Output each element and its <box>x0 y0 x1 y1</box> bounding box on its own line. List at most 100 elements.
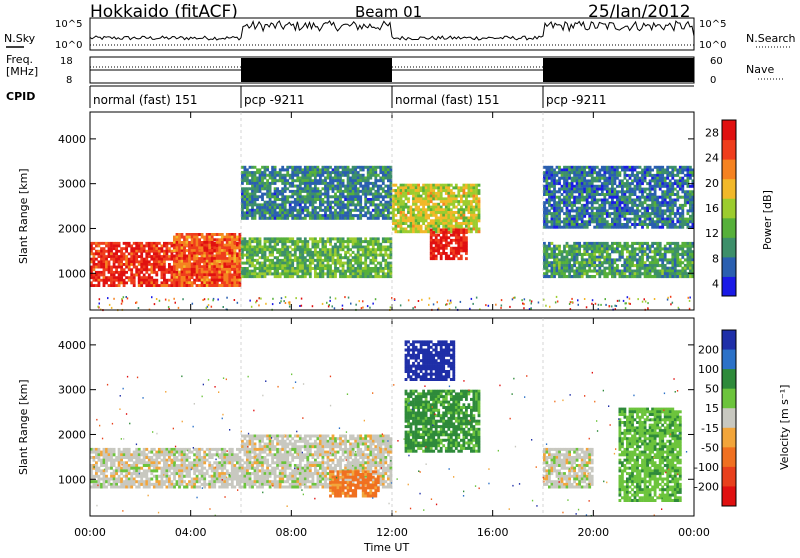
power-cell-7 <box>616 171 619 174</box>
power-cell-2 <box>296 262 299 265</box>
power-cell-6 <box>626 275 629 278</box>
power-cell-1 <box>216 276 219 279</box>
power-cell-3 <box>246 203 249 206</box>
power-cell-3 <box>251 187 254 190</box>
power-cell-0 <box>236 274 239 277</box>
power-cell-3 <box>334 203 337 206</box>
power-cell-0 <box>105 276 108 279</box>
power-cell-3 <box>299 217 302 220</box>
power-cell-6 <box>614 247 617 250</box>
power-cell-7 <box>571 215 574 218</box>
power-cell-2 <box>319 256 322 259</box>
power-cell-0 <box>108 260 111 263</box>
power-cell-4 <box>430 186 433 189</box>
power-cell-7 <box>591 196 594 199</box>
power-cell-4 <box>468 206 471 209</box>
power-cell-3 <box>269 182 272 185</box>
power-cell-5 <box>445 255 448 258</box>
power-cell-3 <box>384 174 387 177</box>
power-cell-3 <box>324 206 327 209</box>
power-cell-6 <box>543 275 546 278</box>
power-cell-3 <box>349 198 352 201</box>
power-cell-2 <box>344 262 347 265</box>
power-cell-4 <box>427 222 430 225</box>
power-cell-2 <box>382 246 385 249</box>
power-cell-0 <box>148 245 151 248</box>
power-cell-6 <box>669 270 672 273</box>
power-cell-6 <box>631 264 634 267</box>
power-cell-0 <box>115 258 118 261</box>
power-cell-2 <box>312 237 315 240</box>
power-cell-7 <box>606 171 609 174</box>
power-cell-3 <box>387 187 390 190</box>
power-cell-2 <box>359 254 362 257</box>
power-cell-6 <box>591 245 594 248</box>
power-cell-2 <box>319 267 322 270</box>
power-cell-0 <box>118 255 121 258</box>
power-cell-7 <box>573 215 576 218</box>
power-cell-3 <box>241 193 244 196</box>
power-cell-4 <box>415 217 418 220</box>
power-cell-6 <box>581 258 584 261</box>
power-cell-6 <box>548 264 551 267</box>
power-cell-2 <box>359 246 362 249</box>
power-cell-1 <box>191 238 194 241</box>
power-cell-1 <box>186 271 189 274</box>
power-cell-1 <box>186 244 189 247</box>
power-cell-4 <box>402 208 405 211</box>
power-cell-6 <box>619 250 622 253</box>
power-cell-1 <box>203 273 206 276</box>
power-cell-4 <box>395 219 398 222</box>
power-cell-3 <box>246 209 249 212</box>
power-cell-3 <box>367 206 370 209</box>
power-cell-0 <box>140 247 143 250</box>
power-cell-2 <box>279 237 282 240</box>
power-cell-7 <box>596 220 599 223</box>
power-cell-2 <box>281 259 284 262</box>
power-cell-6 <box>669 250 672 253</box>
power-cell-4 <box>400 208 403 211</box>
power-cell-0 <box>98 263 101 266</box>
power-cell-3 <box>251 214 254 217</box>
power-cell-1 <box>223 260 226 263</box>
power-cell-0 <box>115 260 118 263</box>
power-cell-2 <box>314 246 317 249</box>
power-cell-2 <box>364 259 367 262</box>
power-cell-3 <box>249 201 252 204</box>
power-cell-3 <box>367 201 370 204</box>
power-cell-4 <box>422 186 425 189</box>
power-cell-2 <box>327 251 330 254</box>
power-cell-7 <box>581 215 584 218</box>
power-cell-4 <box>422 203 425 206</box>
power-cell-7 <box>546 209 549 212</box>
power-cell-6 <box>636 272 639 275</box>
power-cell-3 <box>347 187 350 190</box>
power-cell-6 <box>573 250 576 253</box>
power-cell-7 <box>603 188 606 191</box>
power-cell-1 <box>236 238 239 241</box>
power-cell-6 <box>543 258 546 261</box>
power-cell-6 <box>596 256 599 259</box>
power-cell-3 <box>241 195 244 198</box>
power-cell-1 <box>236 246 239 249</box>
power-cell-0 <box>171 274 174 277</box>
power-cell-7 <box>578 190 581 193</box>
power-cell-5 <box>445 231 448 234</box>
power-cell-0 <box>108 279 111 282</box>
power-cell-4 <box>468 225 471 228</box>
power-cell-2 <box>339 270 342 273</box>
power-cell-3 <box>246 171 249 174</box>
power-cell-7 <box>563 199 566 202</box>
power-cell-3 <box>334 171 337 174</box>
power-cell-3 <box>342 209 345 212</box>
power-cell-3 <box>342 190 345 193</box>
power-cell-4 <box>402 200 405 203</box>
power-cell-2 <box>276 240 279 243</box>
power-cell-3 <box>281 214 284 217</box>
power-cell-6 <box>661 253 664 256</box>
power-cell-6 <box>659 256 662 259</box>
power-cell-7 <box>598 185 601 188</box>
power-cell-2 <box>384 237 387 240</box>
power-cell-3 <box>374 185 377 188</box>
